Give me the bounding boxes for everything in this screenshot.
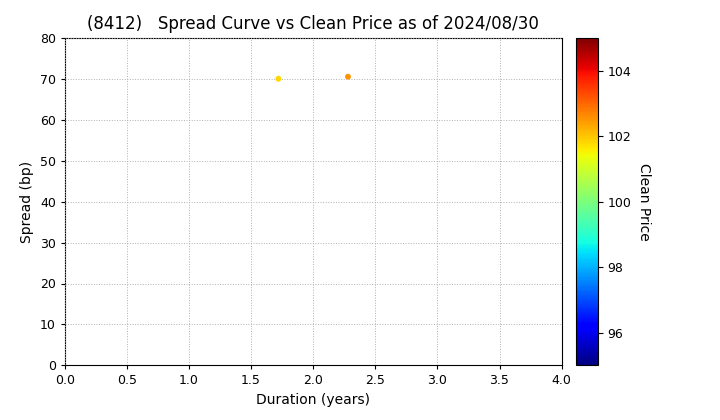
Title: (8412)   Spread Curve vs Clean Price as of 2024/08/30: (8412) Spread Curve vs Clean Price as of… (87, 16, 539, 34)
Point (273, 75, 284, 82)
Y-axis label: Clean Price: Clean Price (636, 163, 651, 241)
Y-axis label: Spread (bp): Spread (bp) (20, 160, 35, 243)
X-axis label: Duration (years): Duration (years) (256, 393, 370, 407)
Point (342, 74, 354, 80)
